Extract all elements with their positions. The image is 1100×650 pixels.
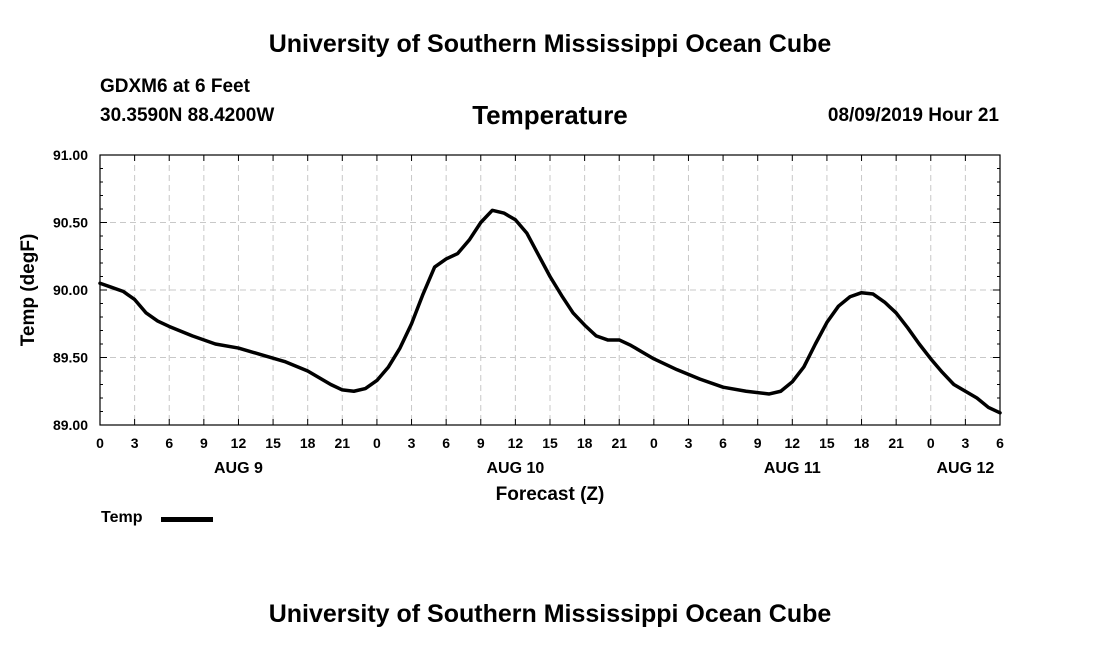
x-tick-label: 0 bbox=[373, 435, 381, 451]
y-axis-label: Temp (degF) bbox=[18, 234, 39, 347]
legend-line-swatch bbox=[161, 517, 213, 522]
x-tick-label: 3 bbox=[131, 435, 139, 451]
axis-ticks bbox=[99, 154, 1001, 426]
x-tick-label: 9 bbox=[200, 435, 208, 451]
y-tick-label: 89.00 bbox=[53, 417, 88, 433]
station-label: GDXM6 at 6 Feet bbox=[100, 76, 250, 97]
x-tick-label: 21 bbox=[888, 435, 904, 451]
x-tick-label: 0 bbox=[927, 435, 935, 451]
x-tick-label: 3 bbox=[408, 435, 416, 451]
legend-label: Temp bbox=[101, 509, 143, 526]
grid-lines bbox=[100, 155, 1000, 425]
date-label: AUG 11 bbox=[764, 460, 821, 477]
coordinates-label: 30.3590N 88.4200W bbox=[100, 105, 275, 126]
x-tick-label: 6 bbox=[442, 435, 450, 451]
x-tick-label: 12 bbox=[785, 435, 801, 451]
date-label: AUG 12 bbox=[936, 460, 994, 477]
axis-labels: 89.00 89.50 90.00 90.50 91.00 0 3 6 9 12 15 18 21 0 3 6… bbox=[53, 147, 1004, 477]
x-tick-label: 3 bbox=[961, 435, 969, 451]
x-tick-label: 15 bbox=[819, 435, 835, 451]
page-title: University of Southern Mississippi Ocean… bbox=[268, 30, 832, 58]
x-tick-label: 18 bbox=[300, 435, 316, 451]
x-tick-label: 6 bbox=[996, 435, 1004, 451]
parameter-title: Temperature bbox=[472, 100, 628, 130]
x-axis-label: Forecast (Z) bbox=[496, 484, 605, 505]
x-tick-label: 9 bbox=[477, 435, 485, 451]
y-tick-label: 90.00 bbox=[53, 282, 88, 298]
x-tick-label: 6 bbox=[165, 435, 173, 451]
x-tick-label: 6 bbox=[719, 435, 727, 451]
y-tick-label: 89.50 bbox=[53, 350, 88, 366]
footer-title: University of Southern Mississippi Ocean… bbox=[268, 600, 832, 628]
temp-series-line bbox=[98, 208, 1002, 415]
x-tick-label: 12 bbox=[508, 435, 524, 451]
x-tick-label: 18 bbox=[577, 435, 593, 451]
x-tick-label: 21 bbox=[611, 435, 627, 451]
y-tick-label: 91.00 bbox=[53, 147, 88, 163]
date-label: AUG 9 bbox=[214, 460, 263, 477]
x-tick-label: 3 bbox=[685, 435, 693, 451]
x-tick-label: 9 bbox=[754, 435, 762, 451]
x-tick-label: 15 bbox=[265, 435, 281, 451]
y-tick-label: 90.50 bbox=[53, 215, 88, 231]
datetime-label: 08/09/2019 Hour 21 bbox=[827, 105, 999, 126]
x-tick-label: 21 bbox=[335, 435, 351, 451]
x-tick-label: 12 bbox=[231, 435, 247, 451]
date-label: AUG 10 bbox=[486, 460, 544, 477]
x-tick-label: 0 bbox=[650, 435, 658, 451]
x-tick-label: 0 bbox=[96, 435, 104, 451]
x-tick-label: 15 bbox=[542, 435, 558, 451]
x-tick-label: 18 bbox=[854, 435, 870, 451]
